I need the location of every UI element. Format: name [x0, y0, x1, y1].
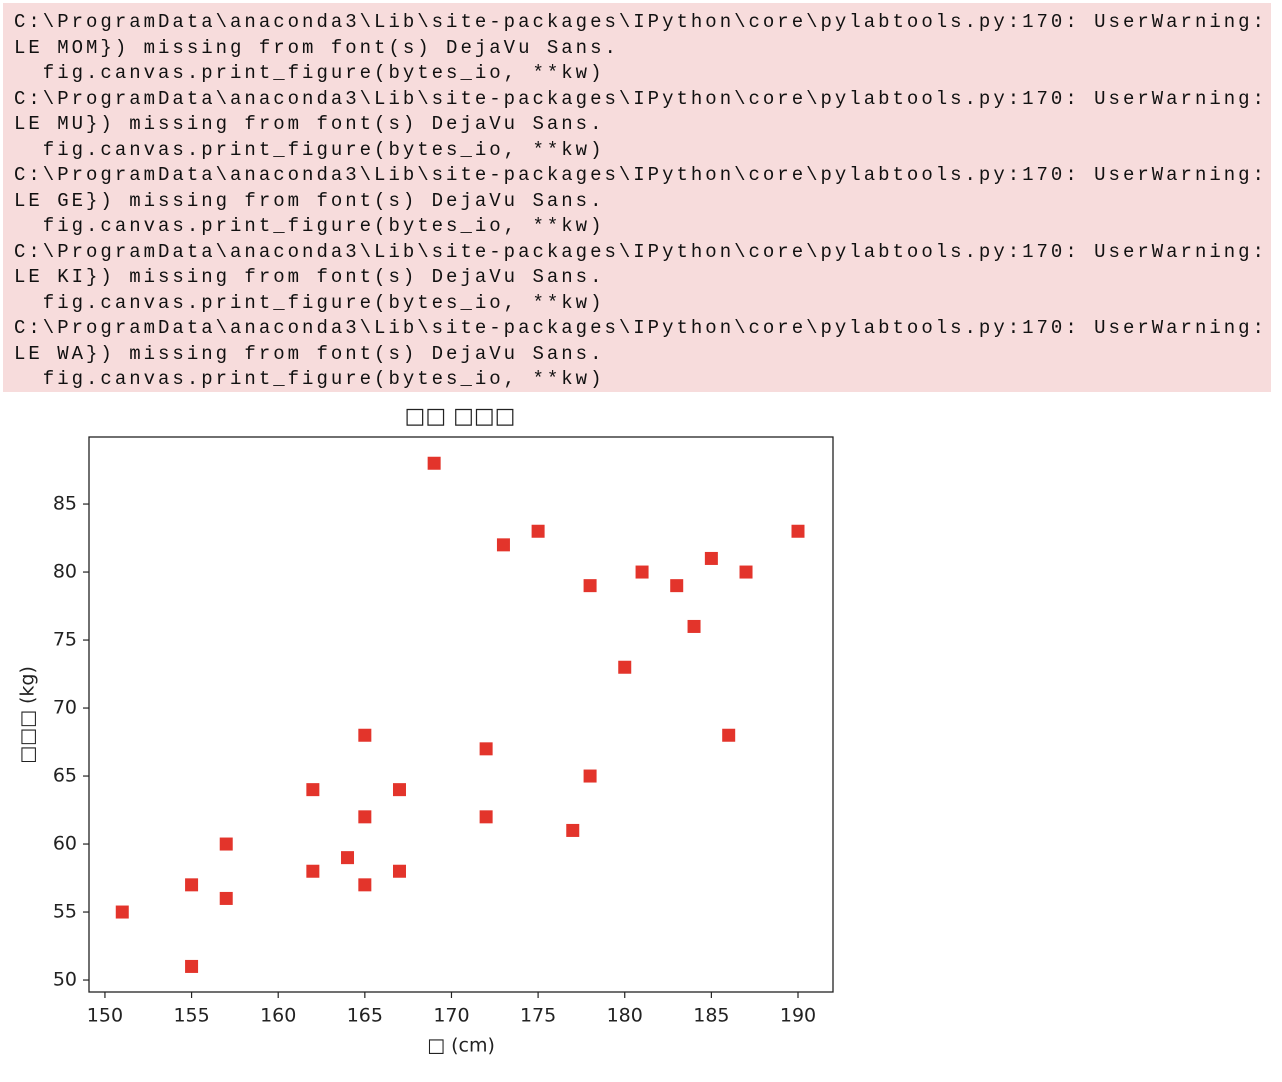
scatter-point — [185, 959, 199, 973]
warning-line: fig.canvas.print_figure(bytes_io, **kw) — [14, 138, 605, 161]
warning-line: LE KI}) missing from font(s) DejaVu Sans… — [14, 266, 605, 288]
x-tick-label: 180 — [607, 1005, 643, 1027]
scatter-point — [427, 456, 441, 470]
x-tick-label: 185 — [693, 1005, 729, 1027]
scatter-point — [358, 810, 372, 824]
warning-line: C:\ProgramData\anaconda3\Lib\site-packag… — [14, 11, 1267, 33]
warning-line: fig.canvas.print_figure(bytes_io, **kw) — [14, 368, 605, 390]
scatter-point — [670, 579, 684, 593]
scatter-point — [791, 524, 805, 538]
warning-line: fig.canvas.print_figure(bytes_io, **kw) — [14, 291, 605, 314]
scatter-point — [479, 810, 493, 824]
y-tick-label: 80 — [53, 561, 77, 583]
x-tick-label: 190 — [780, 1005, 816, 1027]
y-tick-label: 55 — [53, 901, 77, 923]
scatter-point — [531, 524, 545, 538]
y-tick-label: 65 — [53, 765, 77, 787]
x-axis-label: □ (cm) — [427, 1035, 495, 1057]
scatter-point — [583, 769, 597, 783]
warning-line: fig.canvas.print_figure(bytes_io, **kw) — [14, 215, 605, 237]
scatter-point — [392, 864, 406, 878]
scatter-point — [479, 742, 493, 756]
scatter-point — [219, 891, 233, 905]
plot-frame — [88, 436, 834, 993]
chart-title: □□ □□□ — [405, 404, 516, 429]
scatter-point — [583, 579, 597, 593]
scatter-point — [704, 551, 718, 565]
scatter-point — [687, 619, 701, 633]
x-tick-label: 165 — [347, 1005, 383, 1027]
warning-line: LE MU}) missing from font(s) DejaVu Sans… — [14, 113, 605, 135]
warning-line: LE MOM}) missing from font(s) DejaVu San… — [14, 36, 619, 59]
x-tick-label: 160 — [260, 1005, 296, 1027]
warning-line: LE WA}) missing from font(s) DejaVu Sans… — [14, 342, 605, 365]
scatter-point — [185, 878, 199, 892]
scatter-point — [306, 783, 320, 797]
warning-line: C:\ProgramData\anaconda3\Lib\site-packag… — [14, 240, 1267, 263]
warning-line: C:\ProgramData\anaconda3\Lib\site-packag… — [14, 87, 1267, 110]
y-tick-label: 60 — [53, 833, 77, 855]
scatter-point — [392, 783, 406, 797]
x-tick-label: 170 — [433, 1005, 469, 1027]
y-tick-label: 50 — [53, 969, 77, 991]
x-tick-label: 175 — [520, 1005, 556, 1027]
warning-line: C:\ProgramData\anaconda3\Lib\site-packag… — [14, 164, 1267, 186]
scatter-point — [306, 864, 320, 878]
y-tick-label: 85 — [53, 493, 77, 515]
scatter-point — [358, 728, 372, 742]
scatter-point — [496, 538, 510, 552]
scatter-point — [635, 565, 649, 579]
scatter-point — [618, 660, 632, 674]
y-tick-label: 75 — [53, 629, 77, 651]
warning-line: C:\ProgramData\anaconda3\Lib\site-packag… — [14, 317, 1267, 339]
scatter-point — [722, 728, 736, 742]
chart: □□ □□□ □ (cm) □□□ (kg) 150 155 160 165 170 17… — [17, 404, 834, 1057]
scatter-point — [566, 823, 580, 837]
y-axis-label: □□□ (kg) — [17, 666, 39, 764]
scatter-point — [115, 905, 129, 919]
scatter-point — [219, 837, 233, 851]
scatter-point — [341, 851, 355, 865]
scatter-point — [358, 878, 372, 892]
scatter-point — [739, 565, 753, 579]
x-tick-label: 155 — [173, 1005, 209, 1027]
warning-line: fig.canvas.print_figure(bytes_io, **kw) — [14, 62, 605, 84]
warning-output: C:\ProgramData\anaconda3\Lib\site-packag… — [3, 3, 1271, 392]
x-tick-label: 150 — [87, 1005, 123, 1027]
warning-line: LE GE}) missing from font(s) DejaVu Sans… — [14, 189, 605, 212]
y-tick-label: 70 — [53, 697, 77, 719]
